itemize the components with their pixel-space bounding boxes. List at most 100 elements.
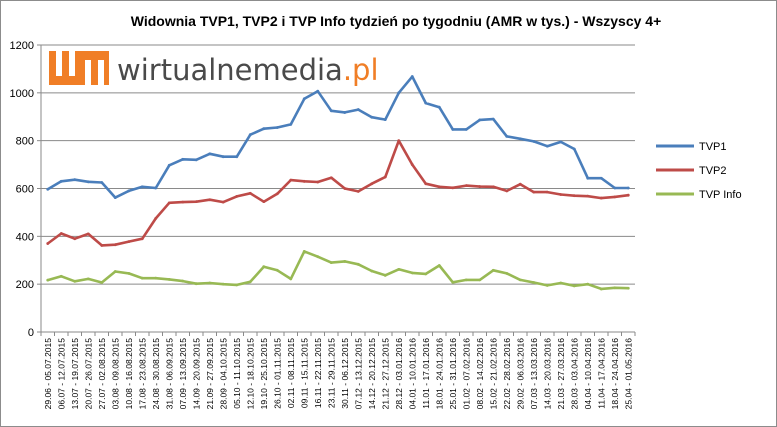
data-point-tvp2	[235, 194, 239, 198]
x-tick-label: 06.07 - 12.07.2015	[56, 338, 66, 410]
x-tick-label: 04.01 - 10.01.2016	[407, 338, 417, 410]
data-point-tvp-info	[356, 262, 360, 266]
data-point-tvp2	[275, 192, 279, 196]
data-point-tvp2	[572, 194, 576, 198]
data-point-tvp-info	[221, 282, 225, 286]
y-tick-label-400: 400	[16, 231, 34, 243]
x-tick-label: 28.12 - 03.01.2016	[394, 338, 404, 410]
data-point-tvp1	[532, 139, 536, 143]
x-tick-label: 14.12 - 20.12.2015	[367, 338, 377, 410]
data-point-tvp-info	[491, 268, 495, 272]
x-tick-label: 14.09 - 20.09.2015	[191, 338, 201, 410]
data-point-tvp2	[127, 240, 131, 243]
data-point-tvp-info	[397, 267, 401, 271]
data-point-tvp1	[302, 97, 306, 101]
x-tick-label: 02.11 - 08.11.2015	[286, 338, 296, 408]
data-point-tvp-info	[410, 271, 414, 275]
series-line-tvp-info	[46, 250, 630, 291]
data-point-tvp1	[275, 126, 279, 129]
data-point-tvp1	[599, 176, 603, 180]
x-tick-label: 29.02 - 06.03.2016	[515, 338, 525, 410]
data-point-tvp-info	[329, 261, 333, 265]
x-tick-label: 19.10 - 25.10.2015	[259, 338, 269, 410]
data-point-tvp-info	[437, 264, 441, 267]
data-point-tvp1	[572, 147, 576, 151]
data-point-tvp2	[424, 182, 428, 186]
legend-label-tvp-info: TVP Info	[699, 189, 742, 201]
data-point-tvp-info	[532, 281, 536, 284]
data-point-tvp1	[140, 185, 144, 189]
data-point-tvp2	[167, 201, 171, 205]
svg-text:wirtualnemedia.pl: wirtualnemedia.pl	[117, 53, 379, 87]
data-point-tvp-info	[424, 272, 428, 276]
data-point-tvp1	[100, 181, 104, 184]
data-point-tvp1	[181, 157, 185, 161]
series-lines	[46, 75, 630, 291]
data-point-tvp1	[437, 105, 441, 109]
data-point-tvp-info	[505, 272, 509, 275]
data-point-tvp1	[154, 186, 158, 190]
x-tick-label: 25.01 - 31.01.2016	[448, 338, 458, 410]
data-point-tvp1	[316, 89, 320, 93]
x-tick-label: 11.04 - 17.04.2016	[596, 338, 606, 409]
data-point-tvp-info	[248, 280, 252, 284]
y-tick-label-1000: 1000	[10, 88, 34, 100]
data-point-tvp1	[343, 111, 347, 114]
data-point-tvp-info	[572, 284, 576, 288]
data-point-tvp1	[626, 186, 630, 190]
logo-tld: .pl	[343, 53, 379, 87]
data-point-tvp2	[451, 186, 455, 190]
data-point-tvp2	[248, 191, 252, 195]
data-point-tvp1	[329, 109, 333, 113]
data-point-tvp2	[397, 139, 401, 143]
data-point-tvp-info	[59, 274, 63, 278]
wirtualnemedia-logo-icon	[49, 51, 109, 85]
x-tick-label: 23.11 - 29.11.2015	[326, 338, 336, 408]
data-point-tvp2	[518, 182, 522, 186]
data-point-tvp2	[73, 237, 77, 241]
data-point-tvp2	[208, 198, 212, 202]
data-point-tvp1	[208, 152, 212, 156]
data-point-tvp1	[478, 118, 482, 122]
data-point-tvp1	[383, 118, 387, 122]
x-tick-label: 09.11 - 15.11.2015	[299, 338, 309, 408]
data-point-tvp1	[410, 75, 414, 78]
series-line-tvp1	[46, 75, 630, 199]
logo-name: wirtualnemedia	[117, 53, 343, 87]
x-tick-label: 13.07 - 19.07.2015	[70, 338, 80, 410]
data-point-tvp2	[491, 185, 495, 189]
data-point-tvp2	[194, 200, 198, 204]
data-point-tvp2	[613, 195, 617, 199]
x-tick-label: 03.08 - 09.08.2015	[110, 338, 120, 410]
x-tick-label: 21.09 - 27.09.2015	[205, 338, 215, 410]
data-point-tvp1	[167, 163, 171, 167]
data-point-tvp-info	[167, 277, 171, 281]
data-point-tvp1	[248, 133, 252, 137]
data-point-tvp1	[127, 189, 131, 193]
data-point-tvp-info	[586, 282, 590, 286]
data-point-tvp-info	[464, 278, 468, 282]
data-point-tvp-info	[181, 279, 185, 283]
x-tick-label: 27.07 - 02.08.2015	[97, 338, 107, 410]
data-point-tvp1	[46, 187, 50, 191]
data-point-tvp2	[329, 176, 333, 180]
data-point-tvp1	[613, 186, 617, 190]
data-point-tvp-info	[235, 283, 239, 287]
x-tick-labels: 29.06 - 05.07.2015 06.07 - 12.07.2015 13.0…	[43, 338, 634, 410]
data-point-tvp-info	[613, 286, 617, 290]
y-tick-label-600: 600	[16, 184, 34, 196]
x-tick-label: 15.02 - 21.02.2016	[488, 338, 498, 410]
data-point-tvp2	[370, 182, 374, 186]
data-point-tvp-info	[599, 287, 603, 291]
x-tick-label: 24.08 - 30.08.2015	[151, 338, 161, 410]
data-point-tvp-info	[73, 279, 77, 283]
data-point-tvp-info	[208, 281, 212, 285]
data-point-tvp2	[343, 187, 347, 190]
data-point-tvp1	[451, 128, 455, 131]
data-point-tvp1	[73, 178, 77, 182]
data-point-tvp-info	[451, 280, 455, 284]
y-tick-label-0: 0	[28, 327, 34, 339]
data-point-tvp1	[370, 115, 374, 119]
data-point-tvp2	[505, 189, 509, 193]
